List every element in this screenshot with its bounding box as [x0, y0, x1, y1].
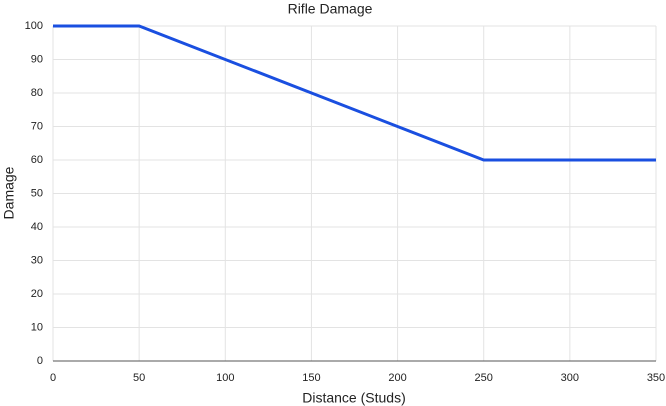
y-tick-label: 60	[31, 154, 43, 166]
x-tick-label: 50	[133, 372, 145, 384]
y-tick-label: 40	[31, 221, 43, 233]
y-tick-label: 80	[31, 87, 43, 99]
x-tick-label: 250	[475, 372, 493, 384]
x-tick-label: 150	[302, 372, 320, 384]
y-tick-label: 100	[25, 20, 43, 32]
x-tick-label: 200	[388, 372, 406, 384]
y-tick-label: 10	[31, 321, 43, 333]
x-tick-label: 100	[216, 372, 234, 384]
x-tick-label: 350	[647, 372, 665, 384]
x-tick-label: 0	[50, 372, 56, 384]
y-tick-label: 50	[31, 187, 43, 199]
data-line	[53, 24, 656, 162]
y-tick-label: 90	[31, 53, 43, 65]
y-axis-title: Damage	[1, 166, 17, 219]
x-axis-title: Distance (Studs)	[302, 390, 405, 406]
y-tick-label: 0	[37, 355, 43, 367]
y-tick-label: 20	[31, 288, 43, 300]
x-tick-label: 300	[561, 372, 579, 384]
y-tick-label: 30	[31, 254, 43, 266]
chart-title: Rifle Damage	[288, 1, 373, 17]
y-tick-label: 70	[31, 120, 43, 132]
